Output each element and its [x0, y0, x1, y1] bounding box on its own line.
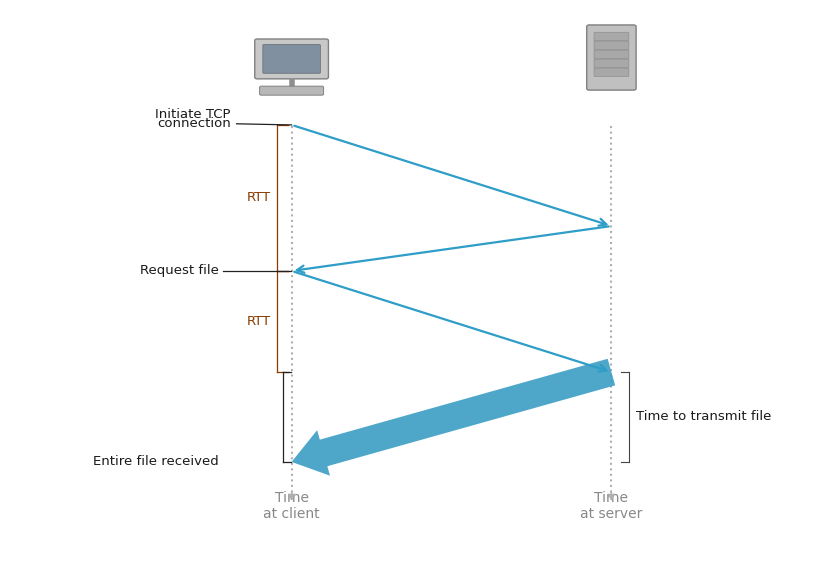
FancyBboxPatch shape [254, 39, 329, 79]
Text: Time
at client: Time at client [263, 491, 320, 521]
FancyBboxPatch shape [594, 32, 629, 40]
Text: RTT: RTT [246, 315, 271, 328]
Text: RTT: RTT [246, 192, 271, 205]
Polygon shape [291, 359, 615, 476]
FancyBboxPatch shape [594, 68, 629, 76]
FancyBboxPatch shape [594, 41, 629, 50]
Text: Time to transmit file: Time to transmit file [636, 410, 771, 424]
FancyBboxPatch shape [587, 25, 636, 90]
Text: Entire file received: Entire file received [93, 455, 218, 469]
FancyBboxPatch shape [594, 59, 629, 68]
FancyBboxPatch shape [259, 86, 324, 95]
Text: connection: connection [157, 117, 231, 131]
Text: Time
at server: Time at server [580, 491, 643, 521]
Text: Request file: Request file [140, 264, 218, 278]
FancyBboxPatch shape [263, 44, 321, 74]
Text: Initiate TCP: Initiate TCP [155, 108, 231, 121]
FancyBboxPatch shape [594, 50, 629, 59]
